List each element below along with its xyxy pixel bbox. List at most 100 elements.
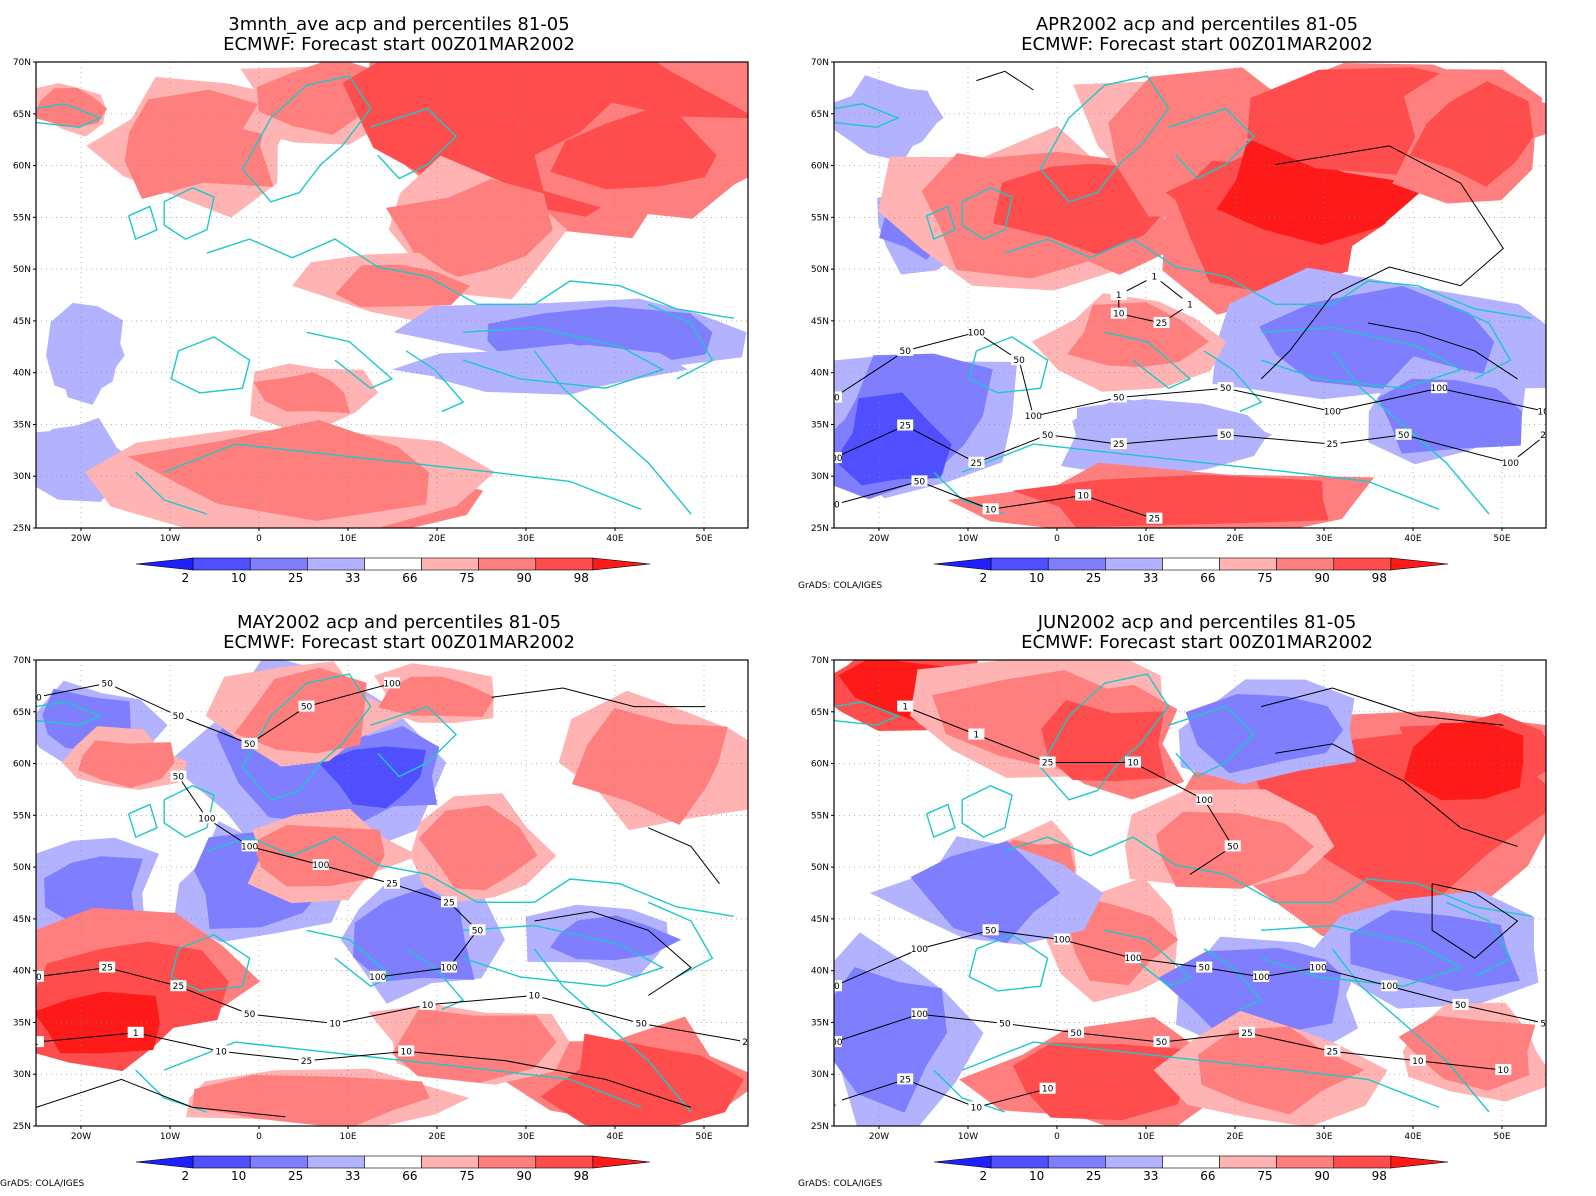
coastline (1203, 350, 1263, 413)
panel-title: APR2002 acp and percentiles 81-05 (1036, 14, 1358, 35)
coastline (163, 443, 642, 511)
shaded-region (385, 178, 553, 284)
contour-label-bg (1538, 1017, 1546, 1029)
coastline (968, 934, 1049, 992)
contour-label-bg (834, 498, 842, 510)
coastline (1004, 238, 1532, 319)
lat-tick-label: 55N (811, 811, 829, 821)
coastline (925, 803, 956, 839)
contour-label: 100 (968, 328, 985, 338)
contour-label-bg (312, 859, 329, 871)
colorbar-swatch (990, 557, 1049, 571)
lon-tick-label: 30E (517, 1132, 534, 1142)
colorbar-label: 98 (1372, 1169, 1387, 1183)
colorbar-swatch (1162, 557, 1220, 571)
contour-label: 25 (899, 1075, 910, 1085)
lat-tick-label: 70N (13, 656, 31, 666)
colorbar-swatch (1105, 1155, 1163, 1169)
contour-label: 50 (635, 1019, 647, 1029)
contour-label: 50 (1398, 431, 1410, 441)
coastline (135, 471, 208, 515)
contour-label-bg (1324, 438, 1341, 450)
colorbar-swatch (1276, 1155, 1335, 1169)
contour-label: 50 (828, 982, 840, 992)
lat-tick-label: 35N (811, 420, 829, 430)
contour-label-bg (1324, 1045, 1341, 1057)
coastline (306, 331, 394, 390)
lat-tick-label: 50N (13, 863, 31, 873)
contour-label-bg (1217, 382, 1234, 394)
coastline (163, 1041, 642, 1109)
contour-label: 100 (1310, 964, 1327, 974)
contour-label: 25 (301, 1057, 312, 1067)
contour-label-bg (298, 1054, 315, 1066)
lon-tick-label: 0 (256, 534, 262, 544)
contour-label: 100 (383, 679, 400, 689)
map-frame (833, 61, 1547, 529)
lat-tick-label: 30N (811, 472, 829, 482)
contour-label-bg (99, 677, 116, 689)
coastline (1104, 331, 1192, 390)
colorbar-label: 75 (1257, 571, 1272, 585)
contour-label: 100 (825, 1038, 842, 1048)
colorbar-label: 10 (231, 571, 246, 585)
contour-label-bg (897, 344, 914, 356)
map-panel-3mnth: 3mnth_ave acp and percentiles 81-05 ECMWF… (0, 0, 798, 598)
contour-label-bg (469, 924, 486, 936)
contour-label-bg (1110, 307, 1127, 319)
coastline (1260, 326, 1463, 389)
contour-label: 25 (742, 1038, 753, 1048)
coastline (648, 303, 714, 380)
panel-title: 3mnth_ave acp and percentiles 81-05 (228, 14, 569, 35)
shaded-region (36, 991, 160, 1054)
lon-tick-label: 20W (869, 1132, 889, 1142)
contour-label: 100 (1537, 408, 1554, 418)
contour-label-bg (36, 1036, 44, 1048)
contour-label-bg (170, 709, 187, 721)
lat-tick-label: 30N (13, 1070, 31, 1080)
contour-label-bg (36, 691, 44, 703)
contour-label: 25 (1149, 515, 1160, 525)
panel-title: MAY2002 acp and percentiles 81-05 (237, 612, 561, 633)
coastline (834, 103, 900, 128)
shaded-region (540, 1033, 744, 1126)
colorbar-label: 90 (516, 571, 531, 585)
contour-label-bg (834, 391, 842, 403)
lat-tick-label: 25N (811, 524, 829, 534)
colorbar: 2 10 25 33 66 75 90 98 (135, 1155, 651, 1183)
coastline (370, 107, 458, 180)
colorbar-swatch (192, 557, 251, 571)
colorbar-label: 75 (459, 571, 474, 585)
contour-label: 100 (198, 814, 215, 824)
shaded-region (36, 87, 108, 128)
contour-label: 10 (971, 1103, 983, 1113)
colorbar-label: 10 (1029, 1169, 1044, 1183)
contour-label: 1 (1116, 291, 1122, 301)
contour-line (834, 1078, 1048, 1108)
coastline (1039, 75, 1170, 203)
contour-label: 100 (911, 945, 928, 955)
lat-tick-label: 25N (811, 1122, 829, 1132)
contour-label: 100 (1196, 796, 1213, 806)
contour-label-bg (170, 980, 187, 992)
shaded-region (1012, 1042, 1192, 1121)
colorbar: 2 10 25 33 66 75 90 98 (135, 557, 651, 585)
contour-label-bg (834, 980, 842, 992)
map-svg: JUN2002 acp and percentiles 81-05ECMWF: … (798, 612, 1547, 1189)
coastline (206, 836, 734, 917)
colorbar-swatch (1047, 557, 1106, 571)
shaded-region (352, 886, 475, 982)
contour-label: 25 (386, 880, 397, 890)
colorbar-swatch (249, 557, 308, 571)
contour-label: 50 (101, 679, 113, 689)
colorbar-label: 2 (979, 571, 987, 585)
shaded-region (1350, 910, 1520, 992)
contour-label: 100 (1502, 459, 1519, 469)
contour-label-bg (170, 770, 187, 782)
contour-label: 50 (1220, 431, 1232, 441)
contour-label-bg (419, 998, 436, 1010)
contour-label: 50 (30, 973, 42, 983)
contour-line (1367, 322, 1518, 380)
shaded-region (418, 805, 538, 891)
colorbar-label: 33 (345, 571, 360, 585)
